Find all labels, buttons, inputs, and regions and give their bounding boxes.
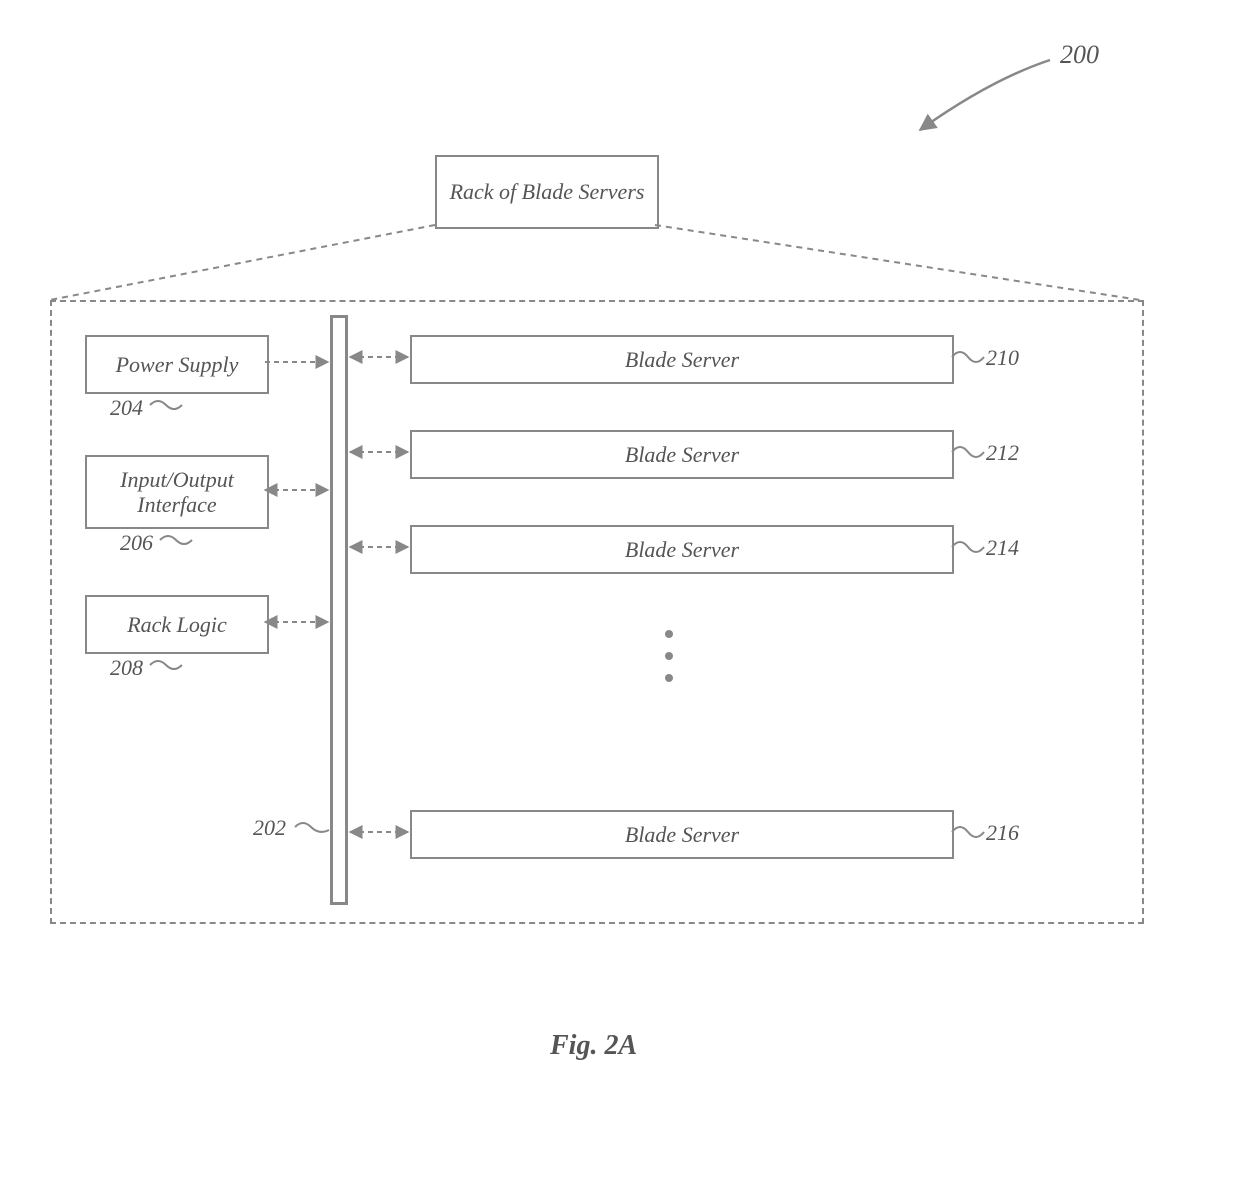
rack-logic-box: Rack Logic	[85, 595, 269, 654]
title-box: Rack of Blade Servers	[435, 155, 659, 229]
ref-214: 214	[986, 535, 1019, 561]
rack-logic-label: Rack Logic	[127, 612, 227, 638]
blade-label: Blade Server	[625, 442, 739, 468]
blade-label: Blade Server	[625, 347, 739, 373]
ellipsis-dots	[665, 630, 673, 682]
bus-bar	[330, 315, 348, 905]
dot-icon	[665, 630, 673, 638]
blade-label: Blade Server	[625, 537, 739, 563]
ref-216: 216	[986, 820, 1019, 846]
blade-server-box: Blade Server	[410, 335, 954, 384]
blade-server-box: Blade Server	[410, 525, 954, 574]
title-text: Rack of Blade Servers	[450, 179, 645, 205]
ref-206: 206	[120, 530, 153, 556]
power-supply-label: Power Supply	[116, 352, 239, 378]
dot-icon	[665, 674, 673, 682]
ref-202: 202	[253, 815, 286, 841]
io-interface-box: Input/Output Interface	[85, 455, 269, 529]
power-supply-box: Power Supply	[85, 335, 269, 394]
dot-icon	[665, 652, 673, 660]
ref-204: 204	[110, 395, 143, 421]
ref-208: 208	[110, 655, 143, 681]
ref-212: 212	[986, 440, 1019, 466]
ref-210: 210	[986, 345, 1019, 371]
io-interface-label: Input/Output Interface	[120, 467, 234, 518]
blade-label: Blade Server	[625, 822, 739, 848]
blade-server-box: Blade Server	[410, 430, 954, 479]
ref-200: 200	[1060, 40, 1099, 70]
blade-server-box: Blade Server	[410, 810, 954, 859]
figure-caption: Fig. 2A	[550, 1030, 637, 1062]
